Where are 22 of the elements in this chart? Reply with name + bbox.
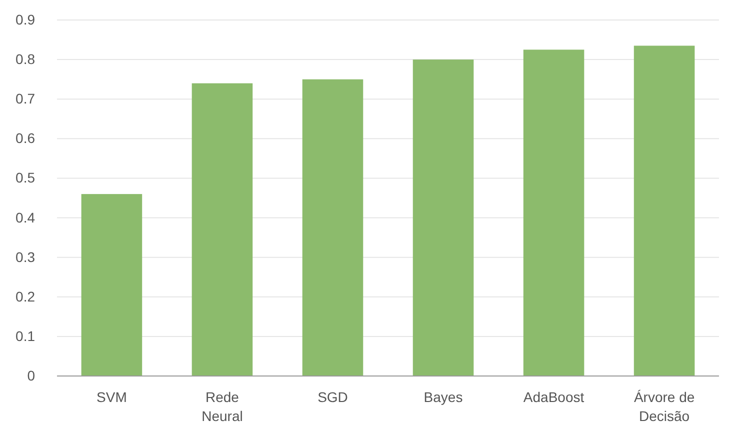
y-tick-label: 0.9 [16,11,36,28]
bar [412,60,474,376]
x-tick-label: AdaBoost [523,388,584,405]
y-tick-label: 0.2 [16,288,36,304]
x-tick-label: Rede Neural [202,388,243,424]
y-tick-label: 0 [27,367,36,384]
y-tick-label: 0.3 [16,248,36,265]
y-tick-label: 0.8 [16,51,36,68]
y-tick-label: 0.1 [16,328,36,344]
y-tick-label: 0.5 [16,170,36,186]
y-tick-label: 0.7 [16,90,36,107]
y-tick-label: 0.6 [16,130,36,146]
bar [302,79,364,376]
x-tick-label: SGD [318,388,348,405]
x-tick-label: SVM [96,388,127,405]
bar [634,46,695,376]
bar [523,50,584,376]
x-tick-label: Bayes [424,388,463,405]
bar [81,194,142,376]
y-tick-label: 0.4 [16,209,36,226]
x-tick-label: Árvore de Decisão [634,388,695,424]
bar [192,83,253,376]
